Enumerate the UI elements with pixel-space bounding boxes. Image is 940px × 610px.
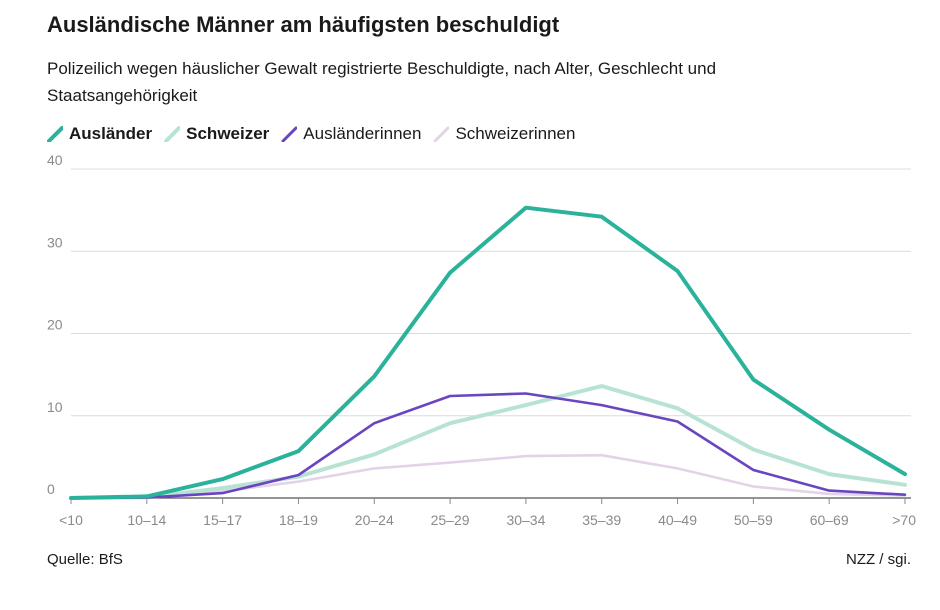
legend-item-ausländerinnen: Ausländerinnen	[281, 124, 421, 144]
x-tick-label: 18–19	[279, 512, 318, 528]
x-tick-label: 10–14	[127, 512, 166, 528]
legend-item-schweizerinnen: Schweizerinnen	[433, 124, 575, 144]
y-tick-label: 40	[47, 152, 63, 168]
x-tick-label: 50–59	[734, 512, 773, 528]
legend-label: Schweizer	[186, 124, 270, 143]
legend-item-schweizer: Schweizer	[164, 124, 269, 144]
x-tick-label: 15–17	[203, 512, 242, 528]
x-axis-ticks: <10 10–14 15–17 18–19 20–24 25–29 30–34 35–39 40…	[59, 498, 916, 528]
legend-swatch	[164, 126, 181, 142]
series-line-schweizer	[69, 384, 907, 500]
legend-label: Ausländerinnen	[303, 124, 422, 143]
x-tick-label: 20–24	[355, 512, 394, 528]
legend-swatch	[433, 126, 450, 142]
y-axis-ticks: 0 10 20 30 40	[47, 152, 63, 497]
chart-title: Ausländische Männer am häufigsten beschu…	[47, 12, 560, 37]
source-note: Quelle: BfS	[47, 551, 123, 568]
y-tick-label: 10	[47, 399, 63, 415]
x-tick-label: 30–34	[506, 512, 545, 528]
legend-swatch	[281, 126, 298, 142]
line-chart: 0 10 20 30 40 <10 10–14 15–17 18–19 20–24 25–29 30…	[47, 152, 916, 528]
legend-label: Schweizerinnen	[455, 124, 576, 143]
x-tick-label: 25–29	[431, 512, 470, 528]
legend-swatch	[47, 126, 63, 142]
chart-series	[69, 205, 907, 500]
y-tick-label: 30	[47, 234, 63, 250]
chart-legend: Ausländer Schweizer Ausländerinnen Schweize…	[47, 124, 587, 144]
series-line-ausländer	[69, 205, 907, 500]
y-tick-label: 0	[47, 481, 55, 497]
credit-note: NZZ / sgi.	[845, 551, 911, 568]
legend-label: Ausländer	[69, 124, 153, 143]
x-tick-label: <10	[59, 512, 83, 528]
series-line-ausländerinnen	[69, 392, 907, 500]
x-tick-label: 60–69	[810, 512, 849, 528]
x-tick-label: 40–49	[658, 512, 697, 528]
y-tick-label: 20	[47, 317, 63, 333]
chart-gridlines	[71, 168, 911, 499]
chart-subtitle: Polizeilich wegen häuslicher Gewalt regi…	[47, 59, 717, 105]
legend-item-ausländer: Ausländer	[47, 124, 152, 144]
series-line-schweizerinnen	[69, 453, 907, 500]
x-tick-label: 35–39	[582, 512, 621, 528]
x-tick-label: >70	[892, 512, 916, 528]
